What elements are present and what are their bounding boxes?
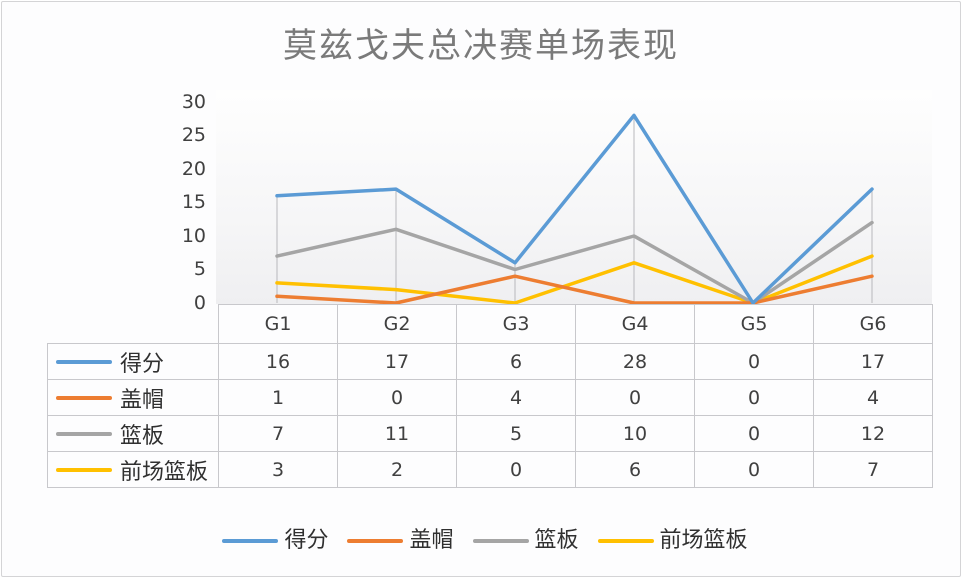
- series-line-icon: [56, 359, 112, 364]
- column-header: G1: [218, 304, 338, 344]
- series-line-icon: [347, 539, 404, 543]
- table-row: 盖帽 1 0 4 0 0 4: [47, 379, 933, 416]
- series-line-icon: [597, 539, 654, 543]
- chart-legend: 得分 盖帽 篮板 前场篮板: [0, 522, 962, 554]
- table-cell: 4: [456, 379, 576, 416]
- table-cell: 7: [218, 415, 338, 452]
- series-line[interactable]: [275, 113, 874, 305]
- table-row: 前场篮板 3 2 0 6 0 7: [47, 451, 933, 488]
- table-corner: [47, 304, 219, 344]
- table-cell: 11: [337, 415, 457, 452]
- table-cell: 6: [456, 343, 576, 380]
- y-tick-label: 25: [181, 124, 206, 146]
- y-tick-label: 10: [181, 225, 206, 247]
- column-header: G5: [694, 304, 814, 344]
- series-line[interactable]: [275, 274, 874, 305]
- table-cell: 0: [456, 451, 576, 488]
- legend-item[interactable]: 盖帽: [339, 522, 454, 554]
- column-header: G3: [456, 304, 576, 344]
- table-cell: 4: [813, 379, 933, 416]
- column-header: G2: [337, 304, 457, 344]
- legend-item[interactable]: 篮板: [465, 522, 579, 554]
- legend-item[interactable]: 得分: [214, 522, 328, 554]
- series-line-icon: [56, 395, 112, 400]
- row-label-text: 盖帽: [120, 387, 165, 413]
- table-cell: 12: [813, 415, 933, 452]
- legend-label: 篮板: [534, 528, 579, 553]
- y-tick-label: 5: [193, 258, 206, 280]
- table-cell: 1: [218, 379, 338, 416]
- table-cell: 0: [694, 451, 814, 488]
- row-label: 盖帽: [47, 379, 219, 416]
- table-cell: 17: [337, 343, 457, 380]
- legend-label: 得分: [284, 528, 329, 553]
- table-cell: 3: [218, 451, 338, 488]
- row-label: 篮板: [47, 415, 219, 452]
- table-cell: 0: [575, 379, 695, 416]
- table-cell: 16: [218, 343, 338, 380]
- table-cell: 6: [575, 451, 695, 488]
- row-label-text: 得分: [120, 351, 165, 377]
- row-label-text: 前场篮板: [120, 459, 209, 485]
- table-cell: 0: [694, 343, 814, 380]
- y-tick-label: 30: [181, 91, 206, 113]
- y-tick-label: 20: [181, 158, 206, 180]
- data-table: G1 G2 G3 G4 G5 G6 得分 16 17 6 28 0 17 盖帽 …: [47, 304, 933, 488]
- table-cell: 0: [337, 379, 457, 416]
- table-cell: 28: [575, 343, 695, 380]
- series-line-icon: [472, 539, 529, 543]
- row-label: 前场篮板: [47, 451, 219, 488]
- row-label-text: 篮板: [120, 423, 165, 449]
- column-header: G6: [813, 304, 933, 344]
- y-tick-label: 15: [181, 191, 206, 213]
- column-header: G4: [575, 304, 695, 344]
- table-header-row: G1 G2 G3 G4 G5 G6: [47, 304, 933, 344]
- table-cell: 10: [575, 415, 695, 452]
- row-label: 得分: [47, 343, 219, 380]
- series-line[interactable]: [275, 254, 874, 305]
- table-cell: 7: [813, 451, 933, 488]
- series-line-icon: [56, 431, 112, 436]
- table-row: 得分 16 17 6 28 0 17: [47, 343, 933, 380]
- table-cell: 0: [694, 415, 814, 452]
- chart-title: 莫兹戈夫总决赛单场表现: [283, 26, 679, 66]
- plot-area: [216, 90, 932, 304]
- table-cell: 2: [337, 451, 457, 488]
- table-cell: 0: [694, 379, 814, 416]
- series-line-icon: [56, 467, 112, 472]
- table-cell: 17: [813, 343, 933, 380]
- legend-label: 盖帽: [409, 528, 454, 553]
- series-line-icon: [222, 539, 279, 543]
- table-row: 篮板 7 11 5 10 0 12: [47, 415, 933, 452]
- legend-label: 前场篮板: [659, 528, 748, 553]
- legend-item[interactable]: 前场篮板: [590, 522, 748, 554]
- table-cell: 5: [456, 415, 576, 452]
- series-line[interactable]: [275, 220, 874, 305]
